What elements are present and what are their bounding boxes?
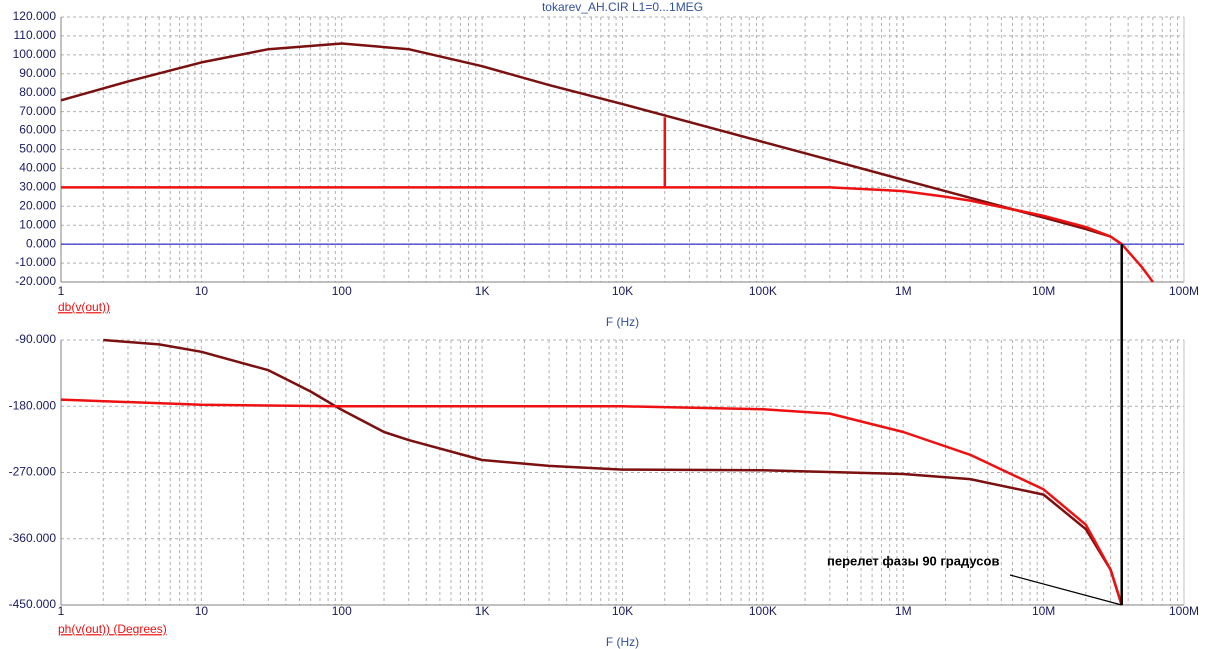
y-tick-label: 80.000 bbox=[19, 85, 56, 99]
x-tick-label: 10M bbox=[1032, 604, 1055, 618]
y-tick-label: 110.000 bbox=[14, 28, 57, 42]
x-tick-label: 100K bbox=[749, 604, 777, 618]
x-axis-label: F (Hz) bbox=[606, 315, 639, 329]
y-tick-label: 10.000 bbox=[19, 217, 56, 231]
y-tick-label: 70.000 bbox=[19, 104, 56, 118]
x-tick-label: 1K bbox=[475, 604, 490, 618]
y-tick-label: 50.000 bbox=[19, 142, 56, 156]
y-tick-label: -450.000 bbox=[9, 597, 57, 611]
annotation: перелет фазы 90 градусов bbox=[827, 553, 999, 568]
y-tick-label: 20.000 bbox=[19, 198, 56, 212]
x-tick-label: 1 bbox=[58, 284, 65, 298]
x-tick-label: 10 bbox=[195, 284, 209, 298]
x-tick-label: 10 bbox=[195, 604, 209, 618]
series-line bbox=[103, 338, 1123, 606]
y-tick-label: -90.000 bbox=[15, 332, 56, 346]
y-tick-label: 90.000 bbox=[19, 66, 56, 80]
x-tick-label: 1 bbox=[58, 604, 65, 618]
x-tick-label: 100K bbox=[749, 284, 777, 298]
series-line bbox=[60, 42, 1123, 246]
x-tick-label: 1M bbox=[895, 284, 912, 298]
x-tick-label: 100 bbox=[332, 604, 352, 618]
y-tick-label: -180.000 bbox=[9, 398, 57, 412]
annotation-arrow bbox=[1009, 574, 1122, 606]
series-line bbox=[60, 398, 1123, 606]
chart-title: tokarev_AH.CIR L1=0...1MEG bbox=[542, 0, 703, 14]
x-tick-label: 100M bbox=[1169, 604, 1199, 618]
x-tick-label: 10K bbox=[612, 284, 633, 298]
y-axis-label: ph(v(out)) (Degrees) bbox=[58, 622, 167, 636]
y-tick-label: 100.000 bbox=[13, 47, 57, 61]
y-tick-label: -360.000 bbox=[9, 531, 57, 545]
y-tick-label: -270.000 bbox=[9, 465, 57, 479]
x-tick-label: 100M bbox=[1169, 284, 1199, 298]
y-tick-label: -10.000 bbox=[15, 255, 56, 269]
y-tick-label: 40.000 bbox=[19, 161, 56, 175]
x-axis-label: F (Hz) bbox=[606, 635, 639, 649]
y-tick-label: -20.000 bbox=[15, 274, 56, 288]
x-tick-label: 10K bbox=[612, 604, 633, 618]
y-axis-label: db(v(out)) bbox=[58, 300, 110, 314]
y-tick-label: 60.000 bbox=[19, 123, 56, 137]
y-tick-label: 120.000 bbox=[13, 9, 57, 23]
y-tick-label: 0.000 bbox=[26, 236, 56, 250]
x-tick-label: 10M bbox=[1032, 284, 1055, 298]
x-tick-label: 1M bbox=[895, 604, 912, 618]
x-tick-label: 1K bbox=[475, 284, 490, 298]
y-tick-label: 30.000 bbox=[19, 180, 56, 194]
x-tick-label: 100 bbox=[332, 284, 352, 298]
series-line bbox=[61, 186, 1154, 283]
